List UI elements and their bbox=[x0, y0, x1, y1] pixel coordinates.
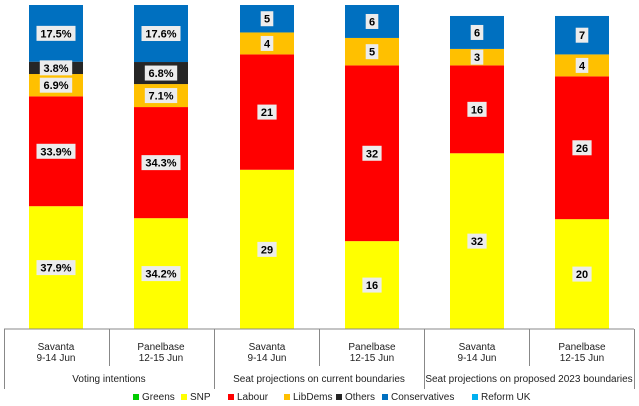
data-label-box bbox=[572, 140, 592, 156]
data-label-snp: 34.2% bbox=[145, 269, 176, 281]
data-label-box bbox=[39, 60, 73, 76]
legend-label-snp: SNP bbox=[190, 392, 211, 403]
data-label-labour: 26 bbox=[576, 143, 588, 155]
legend-swatch-libdems bbox=[284, 394, 290, 400]
data-label-snp: 20 bbox=[576, 269, 588, 281]
data-label-box bbox=[144, 65, 178, 81]
category-label-dates: 9-14 Jun bbox=[458, 353, 497, 364]
legend: Greens SNP Labour LibDems Others Conservative… bbox=[133, 392, 531, 403]
group-label-seat-projections-on-current-boundaries: Seat projections on current boundaries bbox=[233, 374, 405, 385]
legend-swatch-greens bbox=[133, 394, 139, 400]
data-label-libdems: 4 bbox=[579, 60, 586, 72]
legend-swatch-conservatives bbox=[382, 394, 388, 400]
data-label-box bbox=[470, 24, 484, 40]
data-label-box bbox=[467, 101, 487, 117]
data-label-conservatives: 6 bbox=[369, 16, 375, 28]
category-label-dates: 12-15 Jun bbox=[560, 353, 604, 364]
data-label-labour: 33.9% bbox=[40, 146, 71, 158]
category-label-pollster: Savanta bbox=[38, 342, 75, 353]
data-label-box bbox=[141, 155, 181, 171]
data-label-box bbox=[575, 57, 589, 73]
data-label-box bbox=[39, 77, 73, 93]
data-label-box bbox=[572, 266, 592, 282]
legend-swatch-snp bbox=[181, 394, 187, 400]
data-label-labour: 21 bbox=[261, 107, 273, 119]
data-label-box bbox=[36, 260, 76, 276]
data-label-labour: 16 bbox=[471, 104, 483, 116]
legend-label-others: Others bbox=[345, 392, 375, 403]
category-label-pollster: Panelbase bbox=[558, 342, 606, 353]
data-label-box bbox=[467, 233, 487, 249]
category-label-dates: 9-14 Jun bbox=[248, 353, 287, 364]
legend-label-libdems: LibDems bbox=[293, 392, 332, 403]
data-label-box bbox=[260, 11, 274, 27]
data-label-libdems: 3 bbox=[474, 52, 480, 64]
data-label-conservatives: 6 bbox=[474, 27, 480, 39]
data-label-snp: 29 bbox=[261, 244, 273, 256]
legend-swatch-others bbox=[336, 394, 342, 400]
category-label-pollster: Panelbase bbox=[348, 342, 396, 353]
legend-label-reform-uk: Reform UK bbox=[481, 392, 531, 403]
data-label-box bbox=[365, 44, 379, 60]
legend-label-conservatives: Conservatives bbox=[391, 392, 454, 403]
data-label-snp: 16 bbox=[366, 280, 378, 292]
data-label-labour: 34.3% bbox=[145, 158, 176, 170]
data-label-conservatives: 17.6% bbox=[145, 29, 176, 41]
data-label-box bbox=[362, 277, 382, 293]
category-label-dates: 12-15 Jun bbox=[139, 353, 183, 364]
data-label-labour: 32 bbox=[366, 148, 378, 160]
data-label-box bbox=[362, 145, 382, 161]
category-label-dates: 12-15 Jun bbox=[350, 353, 394, 364]
category-label-pollster: Panelbase bbox=[137, 342, 185, 353]
data-label-box bbox=[141, 266, 181, 282]
data-label-others: 6.8% bbox=[148, 68, 173, 80]
data-label-box bbox=[144, 88, 178, 104]
category-label-dates: 9-14 Jun bbox=[37, 353, 76, 364]
data-label-libdems: 7.1% bbox=[148, 91, 173, 103]
data-label-box bbox=[575, 27, 589, 43]
data-label-conservatives: 17.5% bbox=[40, 28, 71, 40]
group-label-seat-projections-on-proposed-2023-boundaries: Seat projections on proposed 2023 bounda… bbox=[425, 374, 632, 385]
data-label-box bbox=[141, 26, 181, 42]
data-labels-layer: 37.9% 33.9% 6.9% 3.8% 17.5% 34.2% 34.3% 7.1% 6.8… bbox=[36, 11, 592, 293]
data-label-conservatives: 7 bbox=[579, 30, 585, 42]
legend-swatch-labour bbox=[228, 394, 234, 400]
data-label-snp: 32 bbox=[471, 236, 483, 248]
category-label-pollster: Savanta bbox=[249, 342, 286, 353]
legend-label-greens: Greens bbox=[142, 392, 175, 403]
data-label-libdems: 6.9% bbox=[43, 80, 68, 92]
data-label-libdems: 5 bbox=[369, 47, 375, 59]
data-label-box bbox=[257, 104, 277, 120]
legend-swatch-reform-uk bbox=[472, 394, 478, 400]
data-label-libdems: 4 bbox=[264, 38, 271, 50]
data-label-box bbox=[260, 35, 274, 51]
bars-layer bbox=[29, 5, 609, 329]
legend-label-labour: Labour bbox=[237, 392, 269, 403]
data-label-box bbox=[36, 143, 76, 159]
category-label-pollster: Savanta bbox=[459, 342, 496, 353]
data-label-box bbox=[36, 25, 76, 41]
data-label-box bbox=[365, 13, 379, 29]
data-label-others: 3.8% bbox=[43, 63, 68, 75]
data-label-conservatives: 5 bbox=[264, 14, 270, 26]
data-label-snp: 37.9% bbox=[40, 263, 71, 275]
data-label-box bbox=[257, 241, 277, 257]
group-label-voting-intentions: Voting intentions bbox=[72, 374, 145, 385]
data-label-box bbox=[470, 49, 484, 65]
